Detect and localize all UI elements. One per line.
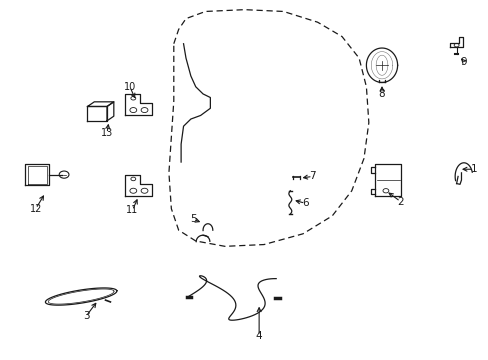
Text: 2: 2 (396, 197, 403, 207)
Text: 12: 12 (30, 204, 42, 214)
Text: 6: 6 (302, 198, 308, 208)
Text: 1: 1 (469, 164, 476, 174)
Text: 11: 11 (126, 206, 138, 216)
Text: 3: 3 (82, 311, 89, 321)
Text: 9: 9 (460, 57, 466, 67)
Text: 4: 4 (255, 331, 262, 341)
Text: 8: 8 (378, 89, 385, 99)
Text: 7: 7 (309, 171, 315, 181)
Text: 10: 10 (123, 82, 136, 92)
Text: 5: 5 (190, 215, 196, 224)
Text: 13: 13 (101, 129, 113, 138)
